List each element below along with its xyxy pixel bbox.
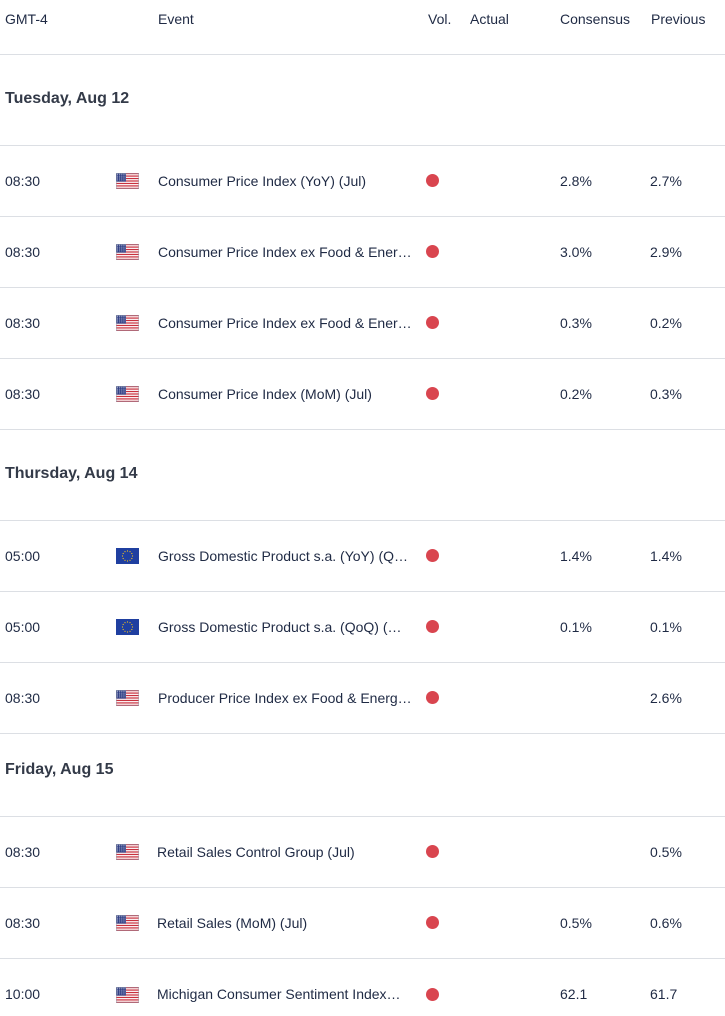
event-title[interactable]: Gross Domestic Product s.a. (YoY) (Q… — [158, 548, 408, 564]
event-time: 08:30 — [5, 173, 41, 189]
previous-value: 0.5% — [650, 844, 682, 860]
event-title[interactable]: Retail Sales Control Group (Jul) — [157, 844, 355, 860]
us-flag-icon — [116, 844, 139, 860]
us-flag-icon — [116, 244, 139, 260]
high-volatility-icon — [426, 988, 439, 1002]
previous-value: 0.1% — [650, 619, 682, 635]
table-row[interactable]: 08:30 Consumer Price Index (YoY) (Jul) 2… — [0, 146, 725, 217]
vol-header: Vol. — [428, 11, 452, 27]
event-time: 08:30 — [5, 244, 41, 260]
high-volatility-icon — [426, 174, 439, 188]
high-volatility-icon — [426, 245, 439, 259]
event-title[interactable]: Consumer Price Index ex Food & Ener… — [158, 315, 412, 331]
event-time: 08:30 — [5, 690, 41, 706]
event-time: 05:00 — [5, 619, 41, 635]
day-header-friday: Friday, Aug 15 — [0, 726, 725, 817]
timezone-header: GMT-4 — [5, 11, 48, 27]
consensus-value: 62.1 — [560, 986, 588, 1002]
table-row[interactable]: 08:30 Producer Price Index ex Food & Ene… — [0, 663, 725, 734]
us-flag-icon — [116, 915, 139, 931]
previous-value: 2.6% — [650, 690, 682, 706]
event-time: 10:00 — [5, 986, 41, 1002]
table-row[interactable]: 05:00 Gross Domestic Product s.a. (QoQ) … — [0, 592, 725, 663]
consensus-value: 2.8% — [560, 173, 592, 189]
consensus-value: 0.1% — [560, 619, 592, 635]
previous-value: 1.4% — [650, 548, 682, 564]
high-volatility-icon — [426, 620, 439, 634]
event-title[interactable]: Michigan Consumer Sentiment Index… — [157, 986, 401, 1002]
us-flag-icon — [116, 690, 139, 706]
high-volatility-icon — [426, 387, 439, 401]
table-row[interactable]: 10:00 Michigan Consumer Sentiment Index…… — [0, 972, 725, 1016]
event-time: 08:30 — [5, 915, 41, 931]
event-title[interactable]: Retail Sales (MoM) (Jul) — [157, 915, 308, 931]
day-label: Thursday, Aug 14 — [5, 465, 138, 482]
actual-header: Actual — [470, 11, 509, 27]
consensus-value: 0.2% — [560, 386, 592, 402]
table-row[interactable]: 08:30 Consumer Price Index (MoM) (Jul) 0… — [0, 359, 725, 430]
high-volatility-icon — [426, 691, 439, 705]
previous-value: 0.6% — [650, 915, 682, 931]
event-header: Event — [158, 11, 194, 27]
us-flag-icon — [116, 173, 139, 189]
consensus-header: Consensus — [560, 11, 631, 27]
previous-value: 0.3% — [650, 386, 682, 402]
high-volatility-icon — [426, 916, 439, 930]
previous-value: 61.7 — [650, 986, 678, 1002]
day-label: Tuesday, Aug 12 — [5, 90, 130, 107]
us-flag-icon — [116, 386, 139, 402]
consensus-value: 0.5% — [560, 915, 592, 931]
table-row[interactable]: 08:30 Retail Sales Control Group (Jul) 0… — [0, 817, 725, 888]
high-volatility-icon — [426, 845, 439, 859]
event-time: 05:00 — [5, 548, 41, 564]
previous-value: 2.9% — [650, 244, 682, 260]
event-title[interactable]: Gross Domestic Product s.a. (QoQ) (… — [158, 619, 402, 635]
consensus-value: 1.4% — [560, 548, 592, 564]
us-flag-icon — [116, 315, 139, 331]
day-header-thursday: Thursday, Aug 14 — [0, 430, 725, 521]
event-title[interactable]: Consumer Price Index ex Food & Ener… — [158, 244, 412, 260]
table-row[interactable]: 08:30 Consumer Price Index ex Food & Ene… — [0, 217, 725, 288]
table-row[interactable]: 05:00 Gross Domestic Product s.a. (YoY) … — [0, 521, 725, 592]
previous-header: Previous — [651, 11, 706, 27]
day-header-tuesday: Tuesday, Aug 12 — [0, 55, 725, 146]
event-time: 08:30 — [5, 844, 41, 860]
eu-flag-icon — [116, 619, 139, 635]
consensus-value: 3.0% — [560, 244, 592, 260]
previous-value: 2.7% — [650, 173, 682, 189]
high-volatility-icon — [426, 316, 439, 330]
day-label: Friday, Aug 15 — [5, 761, 114, 778]
event-time: 08:30 — [5, 315, 41, 331]
event-title[interactable]: Consumer Price Index (YoY) (Jul) — [158, 173, 367, 189]
previous-value: 0.2% — [650, 315, 682, 331]
event-title[interactable]: Consumer Price Index (MoM) (Jul) — [158, 386, 372, 402]
high-volatility-icon — [426, 549, 439, 563]
table-row[interactable]: 08:30 Retail Sales (MoM) (Jul) 0.5% 0.6% — [0, 888, 725, 959]
eu-flag-icon — [116, 548, 139, 564]
consensus-value: 0.3% — [560, 315, 592, 331]
table-header: GMT-4 Event Vol. Actual Consensus Previo… — [0, 0, 725, 55]
event-title[interactable]: Producer Price Index ex Food & Energ… — [158, 690, 412, 706]
event-time: 08:30 — [5, 386, 41, 402]
us-flag-icon — [116, 987, 139, 1003]
table-row[interactable]: 08:30 Consumer Price Index ex Food & Ene… — [0, 288, 725, 359]
